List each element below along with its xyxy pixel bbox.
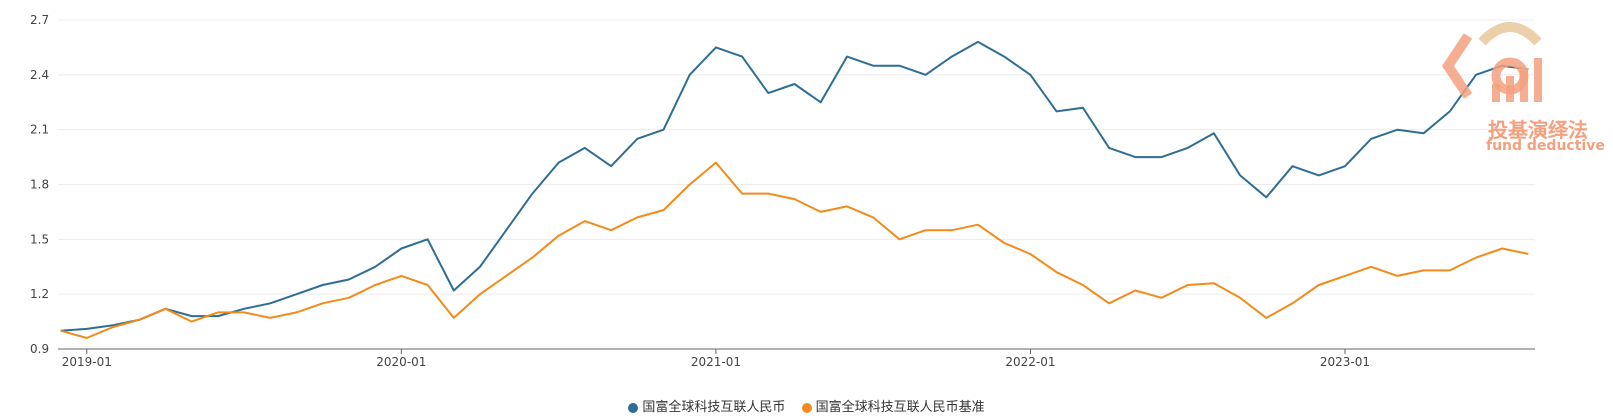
y-tick-label: 2.1 xyxy=(30,123,49,137)
chart-legend: 国富全球科技互联人民币 国富全球科技互联人民币基准 xyxy=(0,396,1613,415)
legend-label-series-1: 国富全球科技互联人民币 xyxy=(642,400,786,415)
y-tick-label: 1.2 xyxy=(30,287,49,301)
series-lines xyxy=(60,40,1529,339)
legend-item-series-2[interactable]: 国富全球科技互联人民币基准 xyxy=(801,396,985,415)
watermark-cn-text: 投基演绎法 xyxy=(1488,118,1588,142)
x-tick-label: 2022-01 xyxy=(1005,355,1055,369)
y-tick-label: 2.4 xyxy=(30,68,49,82)
watermark-emblem-icon xyxy=(1441,22,1542,102)
x-tick-label: 2019-01 xyxy=(62,355,112,369)
y-tick-label: 1.5 xyxy=(30,232,49,246)
series-line-2 xyxy=(60,161,1529,339)
y-axis: 0.9 1.2 1.5 1.8 2.1 2.4 2.7 xyxy=(30,13,49,356)
series-line-1 xyxy=(60,40,1529,332)
watermark-logo: 投基演绎法 fund deductive xyxy=(1440,18,1605,158)
grid-lines xyxy=(58,19,1535,295)
y-tick-label: 1.8 xyxy=(30,178,49,192)
x-tick-label: 2021-01 xyxy=(691,355,741,369)
legend-marker-series-2 xyxy=(801,402,812,413)
line-chart: 0.9 1.2 1.5 1.8 2.1 2.4 2.7 2019-01 2020-01 2021… xyxy=(30,13,1535,369)
legend-item-series-1[interactable]: 国富全球科技互联人民币 xyxy=(628,396,785,415)
x-tick-label: 2023-01 xyxy=(1320,355,1370,369)
y-tick-label: 2.7 xyxy=(30,13,49,27)
legend-label-series-2: 国富全球科技互联人民币基准 xyxy=(815,400,985,415)
x-axis: 2019-01 2020-01 2021-01 2022-01 2023-01 xyxy=(58,348,1535,369)
y-tick-label: 0.9 xyxy=(30,342,49,356)
legend-marker-series-1 xyxy=(628,402,639,413)
x-tick-label: 2020-01 xyxy=(376,355,426,369)
watermark-en-text: fund deductive xyxy=(1486,138,1605,154)
